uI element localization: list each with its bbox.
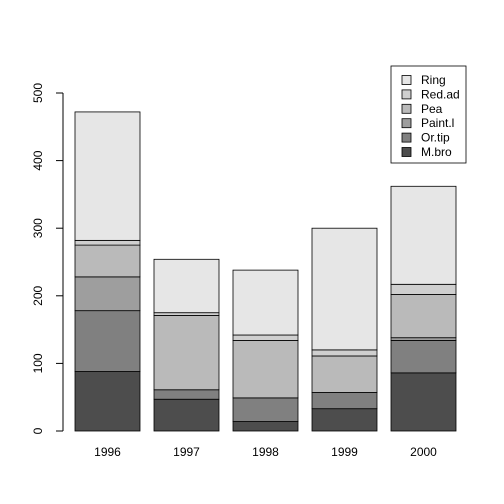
bar-segment-or-tip-1996	[74, 310, 141, 372]
y-axis: 0 100 200 300 400 500	[31, 83, 64, 434]
legend-swatch-paint-l	[401, 118, 412, 129]
y-tick-label-400: 400	[31, 150, 45, 170]
legend-label-pea: Pea	[421, 102, 443, 116]
bar-segment-red-ad-1998	[232, 334, 299, 341]
legend-label-m-bro: M.bro	[421, 145, 452, 159]
bar-segment-paint-l-2000	[390, 337, 457, 341]
legend-swatch-or-tip	[401, 132, 412, 143]
bar-segment-red-ad-1997	[153, 312, 220, 316]
bar-segment-m-bro-1998	[232, 421, 299, 432]
bar-segment-pea-1997	[153, 315, 220, 391]
bar-segment-pea-2000	[390, 294, 457, 339]
x-axis-labels: 1996 1997 1998 1999 2000	[94, 445, 437, 459]
legend-swatch-pea	[401, 103, 412, 114]
bar-segment-pea-1996	[74, 244, 141, 278]
legend-swatch-red-ad	[401, 89, 412, 100]
x-tick-label-1997: 1997	[173, 445, 200, 459]
y-tick-label-200: 200	[31, 285, 45, 305]
y-tick-label-500: 500	[31, 83, 45, 103]
bar-segment-pea-1999	[311, 355, 378, 393]
bar-segment-or-tip-2000	[390, 340, 457, 374]
bar-segment-m-bro-1999	[311, 408, 378, 432]
bar-segment-red-ad-1996	[74, 239, 141, 246]
bar-segment-ring-1998	[232, 269, 299, 336]
legend-label-paint-l: Paint.l	[421, 116, 454, 130]
bar-segment-pea-1998	[232, 340, 299, 399]
bars-group	[74, 111, 457, 432]
legend-label-or-tip: Or.tip	[421, 131, 450, 145]
x-tick-label-1998: 1998	[252, 445, 279, 459]
bar-segment-or-tip-1997	[153, 389, 220, 400]
bar-segment-or-tip-1998	[232, 397, 299, 422]
bar-segment-m-bro-2000	[390, 372, 457, 432]
bar-segment-m-bro-1997	[153, 398, 220, 432]
y-tick-label-0: 0	[31, 427, 45, 434]
bar-segment-m-bro-1996	[74, 371, 141, 432]
bar-segment-paint-l-1996	[74, 276, 141, 312]
legend-swatch-ring	[401, 75, 412, 85]
x-tick-label-1996: 1996	[94, 445, 121, 459]
bar-segment-or-tip-1999	[311, 392, 378, 410]
legend-swatch-m-bro	[401, 147, 412, 157]
bar-segment-ring-2000	[390, 185, 457, 285]
bar-segment-ring-1996	[74, 111, 141, 241]
bar-segment-red-ad-1999	[311, 349, 378, 357]
y-tick-label-300: 300	[31, 218, 45, 238]
x-tick-label-2000: 2000	[410, 445, 437, 459]
bar-segment-red-ad-2000	[390, 283, 457, 295]
bar-segment-ring-1999	[311, 227, 378, 351]
x-tick-label-1999: 1999	[331, 445, 358, 459]
bar-segment-ring-1997	[153, 258, 220, 314]
legend-label-ring: Ring	[421, 73, 446, 87]
legend-label-red-ad: Red.ad	[421, 87, 460, 101]
y-tick-label-100: 100	[31, 353, 45, 373]
